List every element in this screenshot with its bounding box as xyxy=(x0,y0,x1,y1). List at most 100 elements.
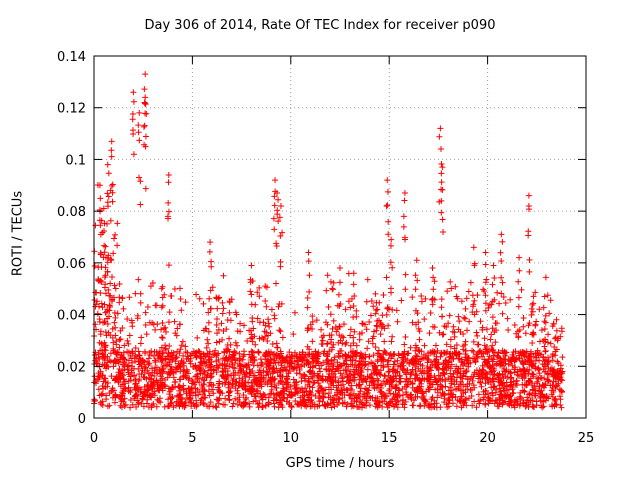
data-point xyxy=(116,336,123,343)
data-point xyxy=(315,360,322,367)
data-point xyxy=(514,401,521,408)
data-point xyxy=(104,315,111,322)
data-point xyxy=(141,365,148,372)
data-point xyxy=(383,393,390,400)
data-point xyxy=(309,384,316,391)
data-point xyxy=(557,365,564,372)
data-point xyxy=(507,398,514,405)
data-point xyxy=(188,403,195,410)
data-point xyxy=(173,332,180,339)
data-point xyxy=(192,392,199,399)
data-point xyxy=(318,375,325,382)
data-point xyxy=(186,375,193,382)
data-point xyxy=(364,366,371,373)
data-point xyxy=(439,390,446,397)
data-point xyxy=(496,385,503,392)
data-point xyxy=(323,365,330,372)
data-point xyxy=(357,388,364,395)
data-point xyxy=(338,387,345,394)
data-point xyxy=(558,404,565,411)
data-point xyxy=(272,384,279,391)
data-point xyxy=(544,339,551,346)
data-point xyxy=(262,298,269,305)
data-point xyxy=(294,358,301,365)
data-point xyxy=(553,370,560,377)
data-point xyxy=(336,323,343,330)
data-point xyxy=(141,122,148,129)
data-point xyxy=(279,404,286,411)
data-point xyxy=(482,261,489,268)
data-point xyxy=(110,339,117,346)
data-point xyxy=(309,375,316,382)
data-point xyxy=(291,309,298,316)
y-axis-label: ROTI / TECUs xyxy=(10,190,26,277)
data-point xyxy=(305,258,312,265)
data-point xyxy=(484,349,491,356)
data-point xyxy=(182,369,189,376)
data-point xyxy=(371,384,378,391)
data-point xyxy=(460,331,467,338)
data-point xyxy=(515,303,522,310)
data-point xyxy=(306,288,313,295)
data-point xyxy=(549,353,556,360)
data-point xyxy=(196,367,203,374)
data-point xyxy=(322,402,329,409)
data-point xyxy=(120,305,127,312)
data-point xyxy=(325,373,332,380)
data-point xyxy=(499,238,506,245)
data-point xyxy=(401,401,408,408)
data-point xyxy=(428,367,435,374)
data-point xyxy=(221,348,228,355)
data-point xyxy=(112,392,119,399)
peak-point xyxy=(130,89,137,96)
data-point xyxy=(254,401,261,408)
data-point xyxy=(133,391,140,398)
data-point xyxy=(429,301,436,308)
data-point xyxy=(241,371,248,378)
data-point xyxy=(520,314,527,321)
peak-point xyxy=(136,109,143,116)
data-point xyxy=(334,359,341,366)
data-point xyxy=(213,322,220,329)
data-point xyxy=(507,370,514,377)
data-point xyxy=(490,368,497,375)
data-point xyxy=(206,295,213,302)
data-point xyxy=(301,396,308,403)
data-point xyxy=(232,385,239,392)
data-point xyxy=(455,366,462,373)
data-point xyxy=(529,308,536,315)
data-point xyxy=(104,259,111,266)
data-point xyxy=(202,325,209,332)
data-point xyxy=(520,366,527,373)
data-point xyxy=(495,378,502,385)
data-point xyxy=(203,359,210,366)
data-point xyxy=(114,242,121,249)
data-point xyxy=(194,371,201,378)
data-point xyxy=(446,312,453,319)
data-point xyxy=(541,343,548,350)
data-point xyxy=(529,301,536,308)
data-point xyxy=(215,400,222,407)
data-point xyxy=(471,311,478,318)
data-point xyxy=(533,318,540,325)
data-point xyxy=(177,400,184,407)
data-point xyxy=(304,304,311,311)
data-point xyxy=(522,403,529,410)
peak-point xyxy=(248,262,255,269)
data-point xyxy=(169,383,176,390)
data-point xyxy=(491,296,498,303)
data-point xyxy=(179,338,186,345)
data-point xyxy=(202,394,209,401)
data-point xyxy=(247,288,254,295)
data-point xyxy=(429,348,436,355)
data-point xyxy=(111,357,118,364)
data-point xyxy=(542,348,549,355)
data-point xyxy=(205,328,212,335)
peak-point xyxy=(388,236,395,243)
data-point xyxy=(229,380,236,387)
data-point xyxy=(337,347,344,354)
data-point xyxy=(366,382,373,389)
data-point xyxy=(297,356,304,363)
data-point xyxy=(278,360,285,367)
data-point xyxy=(316,383,323,390)
